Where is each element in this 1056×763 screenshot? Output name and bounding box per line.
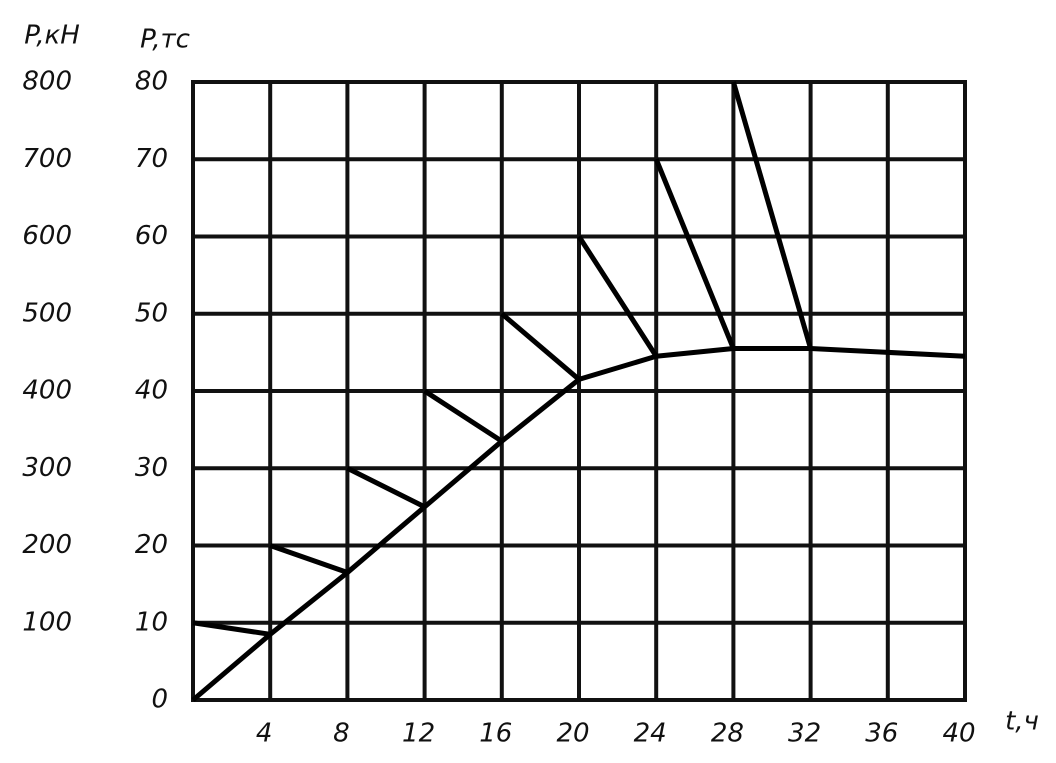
data-line: [191, 346, 966, 702]
data-line: [730, 81, 814, 350]
y-tick-label: 0: [151, 685, 168, 715]
y2-tick-label: 300: [22, 453, 72, 483]
data-line: [576, 235, 659, 358]
y-axis-title: P,тс: [140, 25, 190, 55]
y-tick-label: 80: [135, 67, 168, 97]
x-tick-label: 20: [556, 719, 589, 749]
y-tick-label: 20: [135, 530, 168, 560]
y2-tick-label: 400: [22, 376, 72, 406]
y2-tick-label: 500: [22, 298, 72, 328]
y-tick-label: 40: [135, 376, 168, 406]
y-tick-label: 60: [135, 221, 168, 251]
x-tick-label: 12: [402, 719, 435, 749]
x-tick-label: 16: [479, 719, 512, 749]
data-line: [269, 543, 349, 575]
x-tick-label: 4: [256, 719, 273, 749]
data-line: [423, 388, 504, 444]
y2-tick-label: 200: [22, 530, 72, 560]
y2-axis-title: P,кН: [24, 21, 80, 51]
y2-tick-label: 600: [22, 221, 72, 251]
x-tick-label: 8: [333, 719, 350, 749]
y-tick-label: 70: [135, 144, 168, 174]
y-tick-label: 30: [135, 453, 168, 483]
x-tick-label: 32: [788, 719, 821, 749]
data-line: [653, 158, 736, 350]
y2-tick-label: 700: [22, 144, 72, 174]
data-line: [500, 311, 581, 382]
x-tick-label: 24: [634, 719, 667, 749]
x-axis-title: t,ч: [1005, 707, 1039, 737]
y2-tick-label: 100: [22, 607, 72, 637]
x-tick-label: 28: [711, 719, 744, 749]
data-line: [346, 466, 426, 510]
y-tick-label: 10: [135, 607, 168, 637]
x-tick-label: 40: [942, 719, 975, 749]
y-tick-label: 50: [135, 298, 168, 328]
data-line: [192, 620, 271, 637]
y2-tick-label: 800: [22, 67, 72, 97]
x-tick-label: 36: [865, 719, 898, 749]
